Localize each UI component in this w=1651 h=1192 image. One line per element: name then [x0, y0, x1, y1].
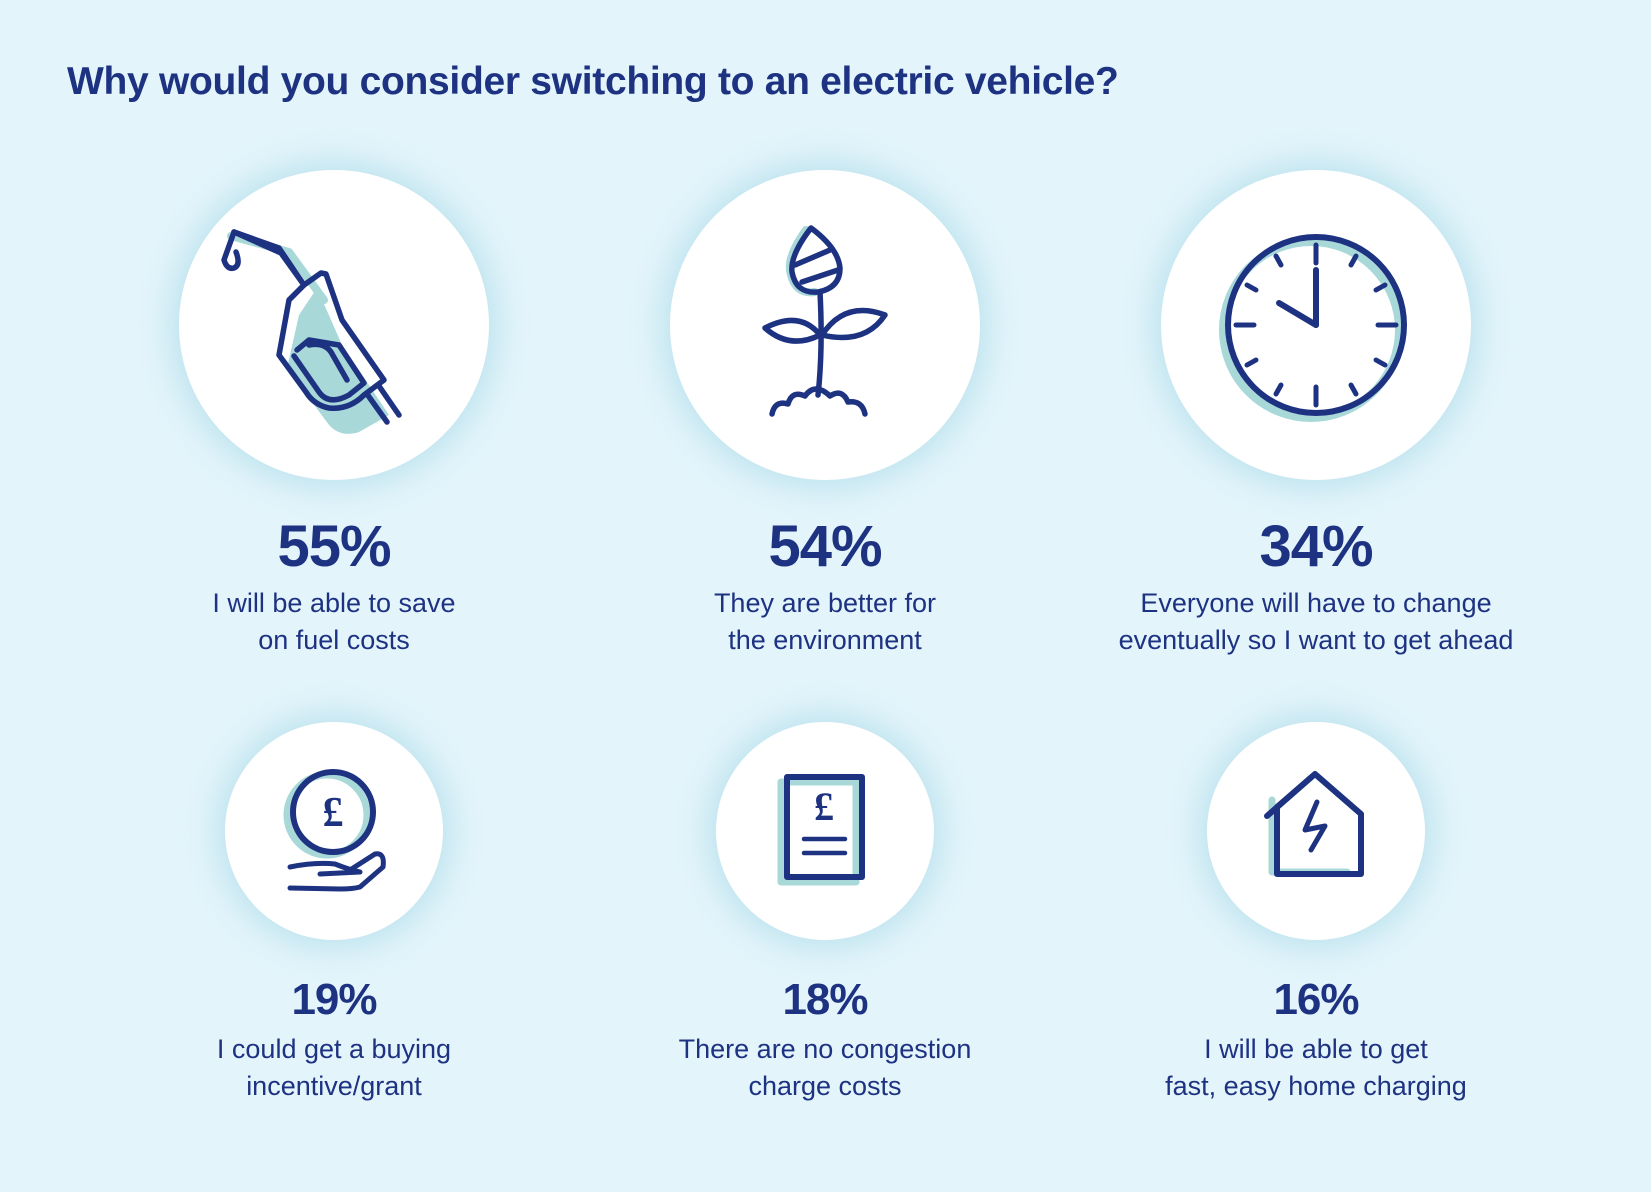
stat-percent: 55% — [277, 514, 391, 579]
stat-label: eventually so I want to get ahead — [1118, 625, 1514, 655]
stat-grant: 19% I could get a buying incentive/grant — [89, 975, 579, 1105]
coin-circle: £ — [225, 722, 443, 940]
stat-fuel-costs: 55% I will be able to save on fuel costs — [89, 515, 579, 659]
stat-label: the environment — [728, 625, 922, 655]
stat-percent: 18% — [782, 975, 868, 1024]
stat-label: I will be able to save — [212, 588, 456, 618]
svg-text:£: £ — [323, 790, 344, 836]
plant-circle — [670, 170, 980, 480]
svg-text:£: £ — [814, 784, 834, 829]
plant-icon — [762, 225, 888, 417]
coin-in-hand-icon: £ — [283, 769, 386, 892]
stat-percent: 19% — [291, 975, 377, 1024]
stat-percent: 54% — [768, 514, 882, 579]
stat-label: They are better for — [713, 588, 937, 618]
stat-percent: 16% — [1273, 975, 1359, 1024]
stat-label: I will be able to get — [1204, 1034, 1428, 1064]
stat-congestion: 18% There are no congestion charge costs — [580, 975, 1070, 1105]
stat-get-ahead: 34% Everyone will have to change eventual… — [1071, 515, 1561, 659]
home-circle — [1207, 722, 1425, 940]
stat-label: Everyone will have to change — [1140, 588, 1492, 618]
fuel-nozzle-icon — [221, 229, 402, 434]
stat-label: fast, easy home charging — [1165, 1071, 1467, 1101]
stat-label: incentive/grant — [246, 1071, 422, 1101]
clock-circle — [1161, 170, 1471, 480]
stat-percent: 34% — [1259, 514, 1373, 579]
page-title: Why would you consider switching to an e… — [67, 60, 1119, 103]
stat-label: I could get a buying — [216, 1034, 452, 1064]
pound-document-icon: £ — [777, 774, 865, 886]
document-circle: £ — [716, 722, 934, 940]
stat-home-charging: 16% I will be able to get fast, easy home… — [1071, 975, 1561, 1105]
home-charging-icon — [1264, 771, 1364, 877]
stat-environment: 54% They are better for the environment — [580, 515, 1070, 659]
clock-icon — [1219, 234, 1407, 422]
fuel-circle — [179, 170, 489, 480]
stat-label: on fuel costs — [258, 625, 410, 655]
stat-label: charge costs — [748, 1071, 902, 1101]
stat-label: There are no congestion — [678, 1034, 972, 1064]
